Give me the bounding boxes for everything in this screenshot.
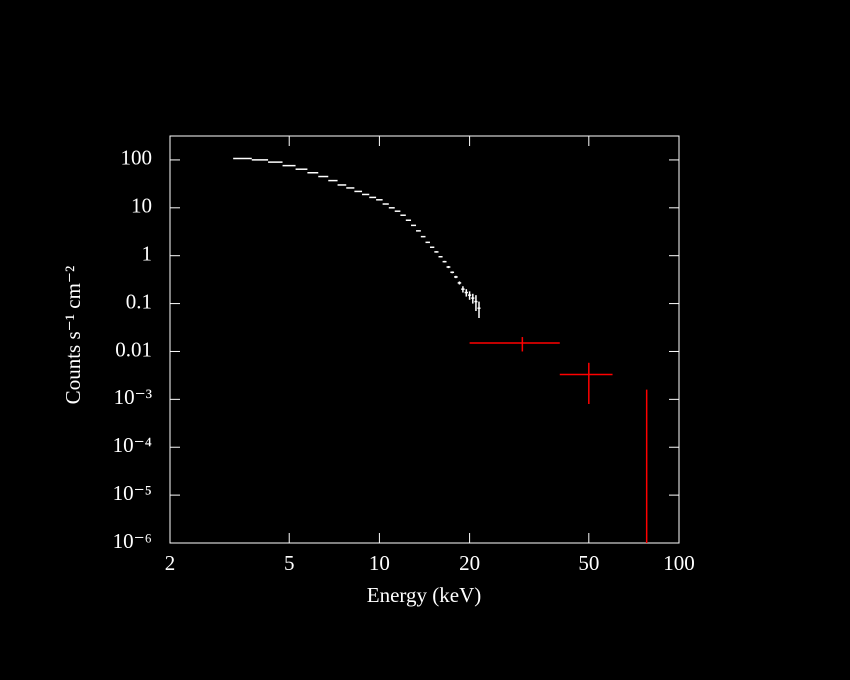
x-axis-label: Energy (keV) [367,583,482,607]
y-tick-label: 0.1 [126,289,152,313]
x-tick-label: 2 [165,551,176,575]
x-tick-label: 10 [369,551,390,575]
y-tick-label: 10⁻⁵ [113,481,152,505]
y-tick-label: 10⁻⁶ [113,529,152,553]
plot-frame [169,135,680,544]
y-axis-label: Counts s⁻¹ cm⁻² [61,266,85,405]
y-tick-label: 0.01 [115,337,152,361]
x-tick-label: 100 [663,551,695,575]
y-tick-label: 100 [121,146,153,170]
y-tick-label: 1 [142,242,153,266]
y-tick-label: 10 [131,194,152,218]
x-tick-label: 50 [578,551,599,575]
y-tick-label: 10⁻⁴ [113,433,152,457]
y-tick-label: 10⁻³ [114,385,152,409]
x-tick-label: 5 [284,551,295,575]
x-tick-label: 20 [459,551,480,575]
